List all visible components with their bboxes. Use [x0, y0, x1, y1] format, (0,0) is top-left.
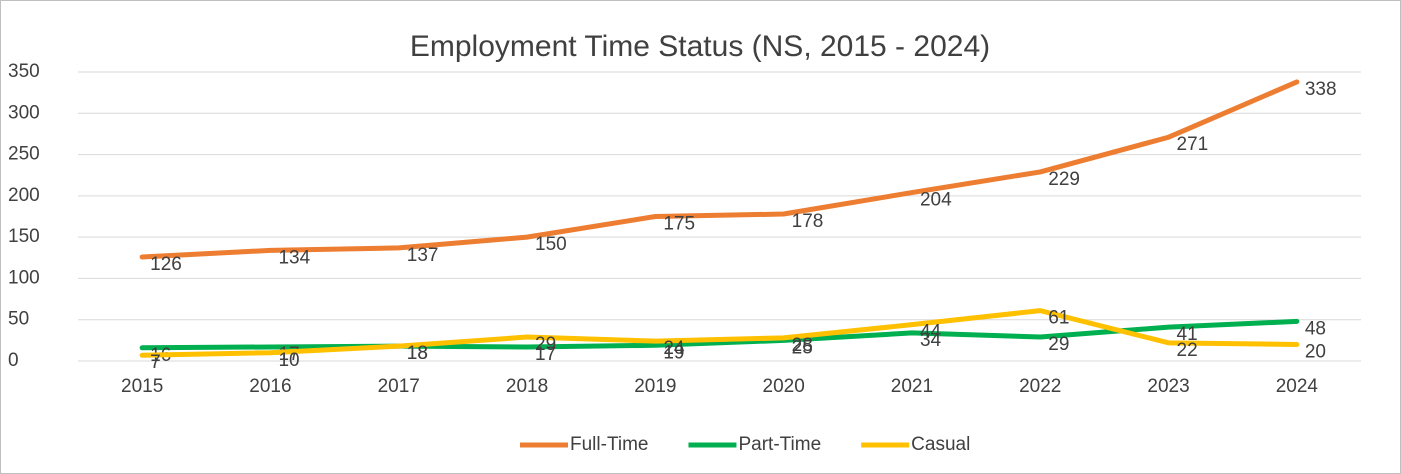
- x-tick-label: 2019: [634, 376, 676, 397]
- x-tick-label: 2023: [1147, 376, 1189, 397]
- y-tick-label: 100: [8, 267, 40, 288]
- line: [139, 79, 1300, 260]
- y-tick-label: 250: [8, 144, 40, 165]
- data-label: 22: [1177, 340, 1198, 361]
- data-label: 25: [792, 337, 813, 358]
- y-tick-label: 350: [8, 61, 40, 82]
- data-label: 41: [1177, 324, 1198, 345]
- data-label: 126: [150, 254, 182, 275]
- data-label: 29: [535, 334, 556, 355]
- data-label: 19: [663, 342, 684, 363]
- y-tick-label: 50: [8, 309, 29, 330]
- data-label: 204: [920, 190, 952, 211]
- data-label: 29: [1048, 334, 1069, 355]
- y-tick-label: 200: [8, 185, 40, 206]
- data-label: 28: [792, 335, 813, 356]
- y-tick-label: 300: [8, 102, 40, 123]
- data-label: 18: [407, 343, 428, 364]
- legend-label: Full-Time: [570, 434, 648, 455]
- y-tick-label: 150: [8, 226, 40, 247]
- data-label: 150: [535, 234, 567, 255]
- x-tick-label: 2024: [1276, 376, 1319, 397]
- data-label: 18: [407, 343, 428, 364]
- data-label: 178: [792, 211, 824, 232]
- data-label: 137: [407, 245, 439, 266]
- chart-title: Employment Time Status (NS, 2015 - 2024): [410, 30, 990, 63]
- data-label: 7: [150, 352, 161, 373]
- legend-label: Part-Time: [738, 434, 821, 455]
- data-label: 338: [1305, 79, 1337, 100]
- x-tick-label: 2022: [1019, 376, 1061, 397]
- x-tick-label: 2020: [763, 376, 805, 397]
- x-tick-label: 2017: [378, 376, 420, 397]
- data-label: 20: [1305, 342, 1326, 363]
- data-label: 24: [663, 338, 685, 359]
- data-label: 34: [920, 330, 942, 351]
- data-label: 229: [1048, 169, 1080, 190]
- line: [139, 318, 1300, 351]
- y-tick-label: 0: [8, 350, 19, 371]
- data-label: 134: [278, 247, 310, 268]
- data-label: 10: [278, 350, 299, 371]
- x-tick-label: 2016: [249, 376, 291, 397]
- data-label: 175: [663, 214, 695, 235]
- data-label: 61: [1048, 308, 1069, 329]
- data-label: 48: [1305, 318, 1326, 339]
- data-label: 271: [1177, 134, 1209, 155]
- data-label: 17: [535, 344, 556, 365]
- x-tick-label: 2021: [891, 376, 933, 397]
- line: [139, 308, 1300, 358]
- legend-label: Casual: [911, 434, 970, 455]
- x-tick-label: 2015: [121, 376, 163, 397]
- data-label: 44: [920, 322, 942, 343]
- x-tick-label: 2018: [506, 376, 548, 397]
